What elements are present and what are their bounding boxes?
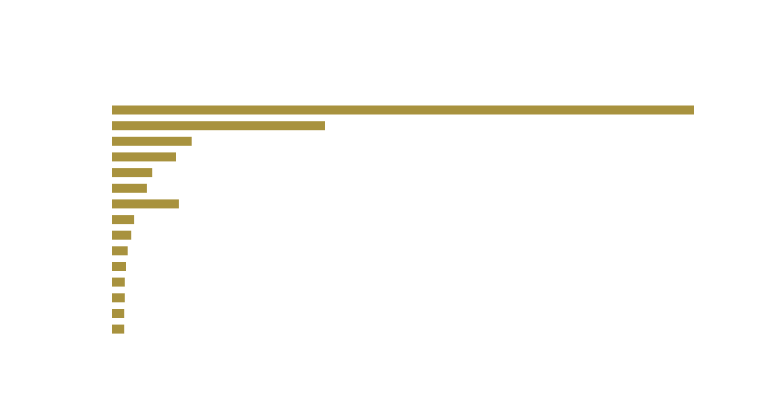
- bar-3: [112, 136, 192, 146]
- bar-10: [112, 246, 128, 256]
- bar-12: [112, 277, 125, 287]
- bar-1: [112, 105, 694, 115]
- bar-15: [112, 324, 125, 334]
- bar-11: [112, 262, 126, 271]
- bar-6: [112, 183, 147, 193]
- bar-9: [112, 230, 132, 240]
- bar-5: [112, 168, 153, 178]
- bar-2: [112, 121, 325, 131]
- bar-4: [112, 152, 176, 162]
- bar-7: [112, 199, 179, 209]
- bar-8: [112, 215, 135, 225]
- bar-13: [112, 293, 125, 303]
- bar-14: [112, 309, 125, 318]
